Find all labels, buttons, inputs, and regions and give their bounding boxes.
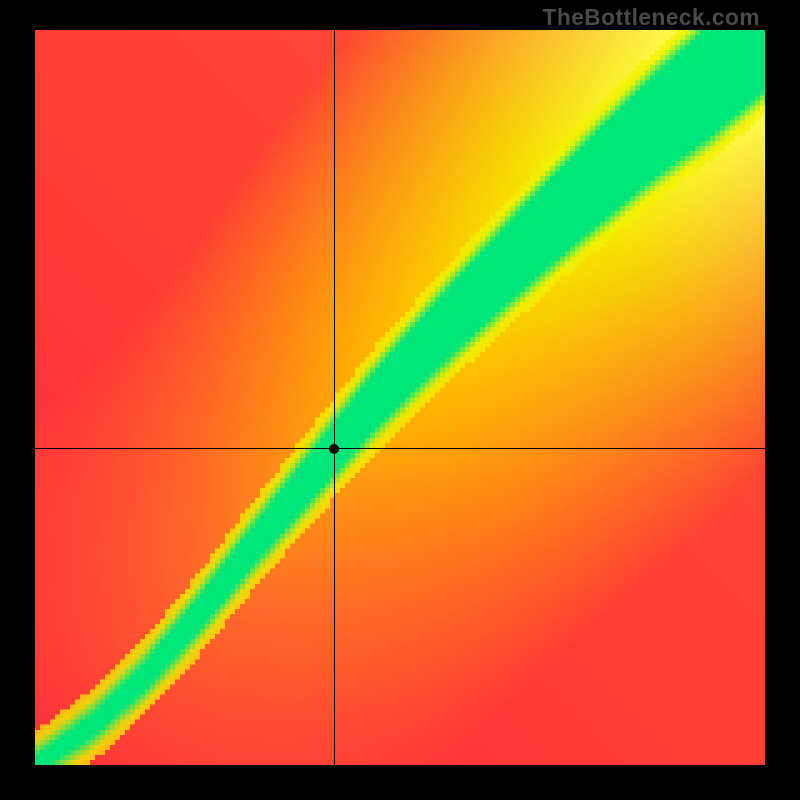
chart-container: TheBottleneck.com xyxy=(0,0,800,800)
crosshair-horizontal xyxy=(35,448,765,449)
watermark-text: TheBottleneck.com xyxy=(543,4,760,31)
bottleneck-heatmap xyxy=(35,30,765,765)
crosshair-vertical xyxy=(334,30,335,765)
